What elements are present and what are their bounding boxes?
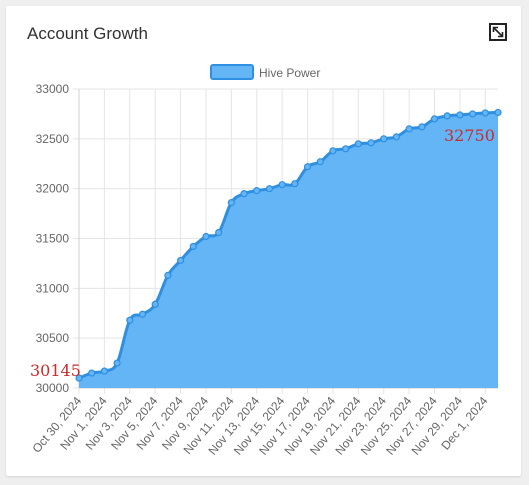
legend[interactable]: Hive Power xyxy=(210,64,320,80)
data-point[interactable] xyxy=(481,109,489,117)
data-point[interactable] xyxy=(456,111,464,119)
data-point[interactable] xyxy=(329,147,337,155)
y-tick-label: 31000 xyxy=(36,281,70,295)
data-point[interactable] xyxy=(100,367,108,375)
legend-swatch xyxy=(210,64,254,80)
y-tick-label: 32500 xyxy=(36,132,70,146)
data-point[interactable] xyxy=(253,187,261,195)
data-point[interactable] xyxy=(113,359,121,367)
data-point[interactable] xyxy=(291,180,299,188)
data-point[interactable] xyxy=(126,316,134,324)
data-point[interactable] xyxy=(418,123,426,131)
data-point[interactable] xyxy=(75,374,83,382)
y-tick-label: 30500 xyxy=(36,331,70,345)
data-point[interactable] xyxy=(316,158,324,166)
data-point[interactable] xyxy=(227,199,235,207)
card-title: Account Growth xyxy=(27,24,148,43)
annotation-end-value: 32750 xyxy=(444,126,495,145)
data-point[interactable] xyxy=(278,181,286,189)
data-point[interactable] xyxy=(405,125,413,133)
data-point[interactable] xyxy=(380,135,388,143)
data-point[interactable] xyxy=(215,228,223,237)
y-tick-label: 32000 xyxy=(36,182,70,196)
annotation-start-value: 30145 xyxy=(30,361,81,380)
series-area xyxy=(79,112,498,389)
data-point[interactable] xyxy=(354,140,362,148)
series-line xyxy=(78,110,499,380)
data-point[interactable] xyxy=(202,232,210,241)
data-point[interactable] xyxy=(138,310,147,318)
y-tick-label: 30000 xyxy=(36,381,70,395)
y-tick-label: 31500 xyxy=(36,232,70,246)
data-point[interactable] xyxy=(189,242,197,251)
y-tick-label: 33000 xyxy=(36,82,70,96)
data-point[interactable] xyxy=(494,108,502,117)
data-point[interactable] xyxy=(443,112,451,120)
data-point[interactable] xyxy=(303,163,312,171)
data-point[interactable] xyxy=(392,133,401,141)
data-point[interactable] xyxy=(430,115,439,123)
data-point[interactable] xyxy=(164,271,172,279)
data-point[interactable] xyxy=(469,110,477,118)
legend-label: Hive Power xyxy=(259,66,320,80)
data-point[interactable] xyxy=(367,139,375,147)
data-point[interactable] xyxy=(88,369,96,377)
data-point[interactable] xyxy=(176,256,185,265)
data-point[interactable] xyxy=(342,145,350,153)
data-point[interactable] xyxy=(151,300,159,308)
data-points xyxy=(75,108,502,382)
y-axis: 30000 30500 31000 31500 32000 32500 33000 xyxy=(36,82,70,395)
expand-icon[interactable] xyxy=(489,23,507,41)
data-point[interactable] xyxy=(240,190,248,198)
data-point[interactable] xyxy=(265,185,274,193)
